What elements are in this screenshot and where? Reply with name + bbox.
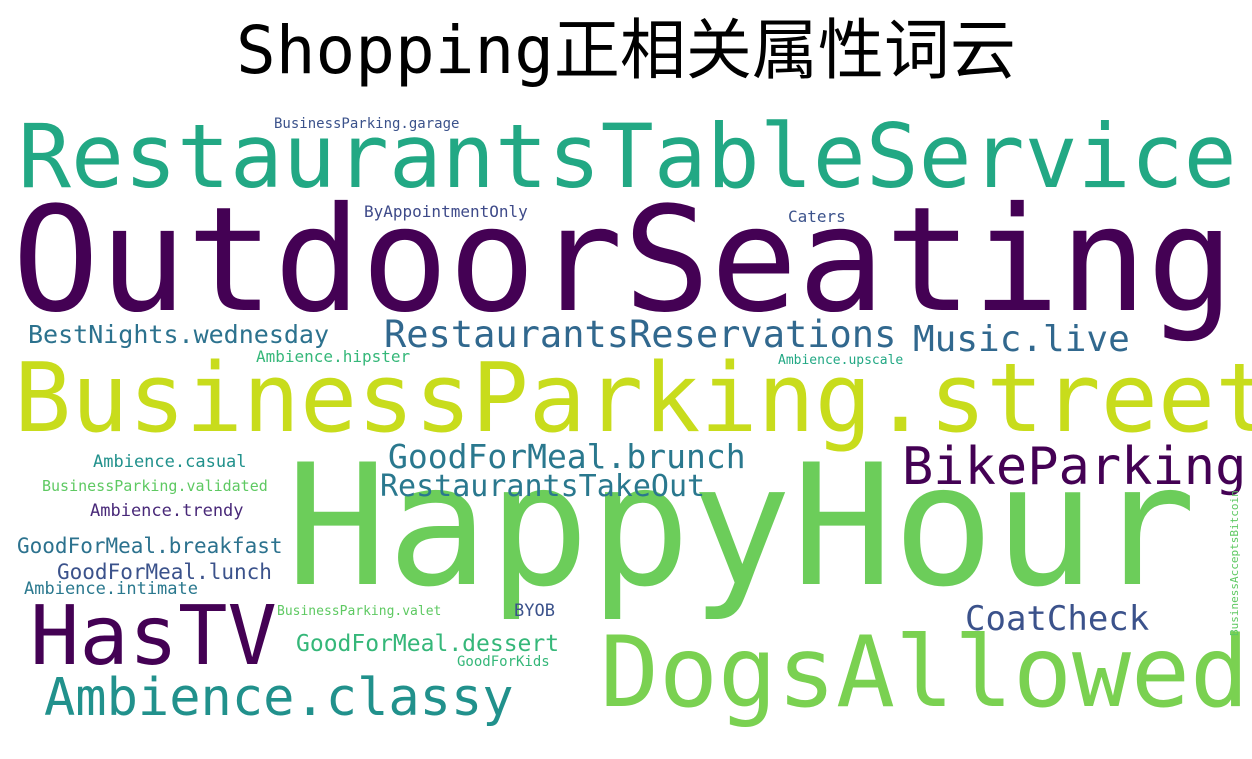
word-byappointmentonly: ByAppointmentOnly	[364, 202, 528, 221]
word-outdoorseating: OutdoorSeating	[12, 176, 1235, 345]
word-hastv: HasTV	[30, 589, 277, 684]
word-music-live: Music.live	[913, 319, 1130, 360]
word-byob: BYOB	[514, 601, 555, 621]
word-goodformeal-brunch: GoodForMeal.brunch	[388, 437, 746, 476]
word-ambience-casual: Ambience.casual	[93, 452, 247, 472]
word-goodformeal-dessert: GoodForMeal.dessert	[296, 631, 560, 657]
word-goodformeal-breakfast: GoodForMeal.breakfast	[17, 534, 283, 558]
chart-title: Shopping正相关属性词云	[236, 12, 1016, 89]
word-businessparking-valet: BusinessParking.valet	[277, 604, 442, 619]
word-dogsallowed: DogsAllowed	[600, 616, 1250, 730]
word-ambience-trendy: Ambience.trendy	[90, 501, 244, 521]
word-businessparking-validated: BusinessParking.validated	[42, 477, 268, 495]
word-businessacceptsbitcoin: BusinessAcceptsBitcoin	[1228, 490, 1241, 636]
word-restaurantstableservice: RestaurantsTableService	[18, 105, 1237, 208]
word-bestnights-wednesday: BestNights.wednesday	[28, 320, 330, 349]
word-goodforkids: GoodForKids	[457, 654, 550, 670]
word-coatcheck: CoatCheck	[965, 599, 1150, 639]
word-caters: Caters	[788, 207, 846, 226]
word-ambience-hipster: Ambience.hipster	[256, 347, 411, 366]
word-bikeparking: BikeParking	[902, 437, 1247, 497]
word-happyhour: HappyHour	[286, 428, 1197, 624]
word-restaurantstakeout: RestaurantsTakeOut	[380, 469, 706, 504]
word-ambience-intimate: Ambience.intimate	[24, 579, 198, 599]
word-ambience-classy: Ambience.classy	[44, 668, 514, 728]
word-businessparking-street: BusinessParking.street	[14, 344, 1252, 454]
word-ambience-upscale: Ambience.upscale	[778, 353, 904, 368]
word-goodformeal-lunch: GoodForMeal.lunch	[57, 560, 272, 584]
word-restaurantsreservations: RestaurantsReservations	[384, 313, 897, 356]
word-businessparking-garage: BusinessParking.garage	[274, 116, 460, 132]
